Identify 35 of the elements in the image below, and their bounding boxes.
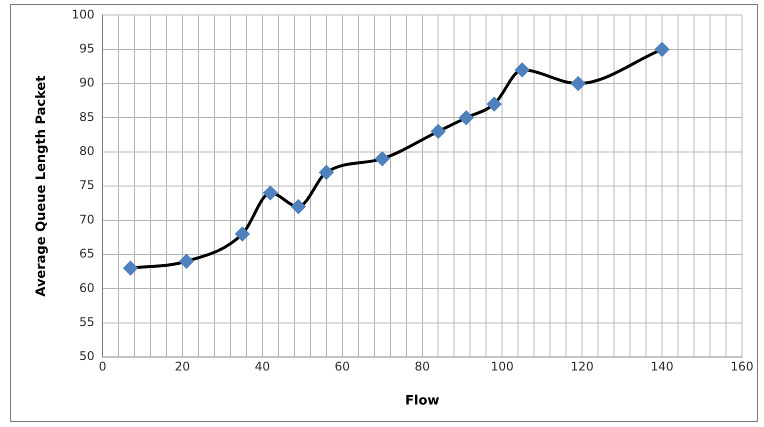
y-tick-label: 80 [79,144,95,158]
x-tick-label: 120 [570,359,594,374]
x-tick-label: 20 [174,359,190,374]
point [375,152,390,166]
y-tick-label: 90 [79,76,95,90]
y-tick-label: 55 [79,314,95,329]
y-tick-label: 50 [79,349,95,364]
y-tick-label: 100 [72,7,95,22]
x-tick-label: 140 [650,359,674,374]
point [571,76,586,91]
point [291,200,306,214]
y-tick-label: 60 [79,280,95,295]
x-tick-label: 0 [98,359,106,374]
point [123,261,138,276]
x-tick-label: 40 [254,359,270,374]
x-tick-label: 160 [730,359,754,374]
y-tick-label: 70 [79,212,95,226]
point [179,254,194,268]
point [263,186,278,200]
point [515,62,530,77]
y-axis-title: Average Queue Length Packet [34,76,50,297]
x-tick-label: 60 [334,359,350,374]
point [235,226,250,241]
x-tick-label: 80 [414,359,430,374]
y-tick-label: 65 [79,246,95,261]
y-tick-label: 85 [79,110,95,124]
y-tick-label: 95 [79,42,95,56]
x-tick-label: 100 [490,359,514,374]
point [655,42,670,56]
point [487,97,502,112]
y-tick-label: 75 [79,178,95,192]
point [319,165,334,180]
point [459,110,474,125]
point [431,124,446,138]
x-axis-title: Flow [405,394,440,409]
